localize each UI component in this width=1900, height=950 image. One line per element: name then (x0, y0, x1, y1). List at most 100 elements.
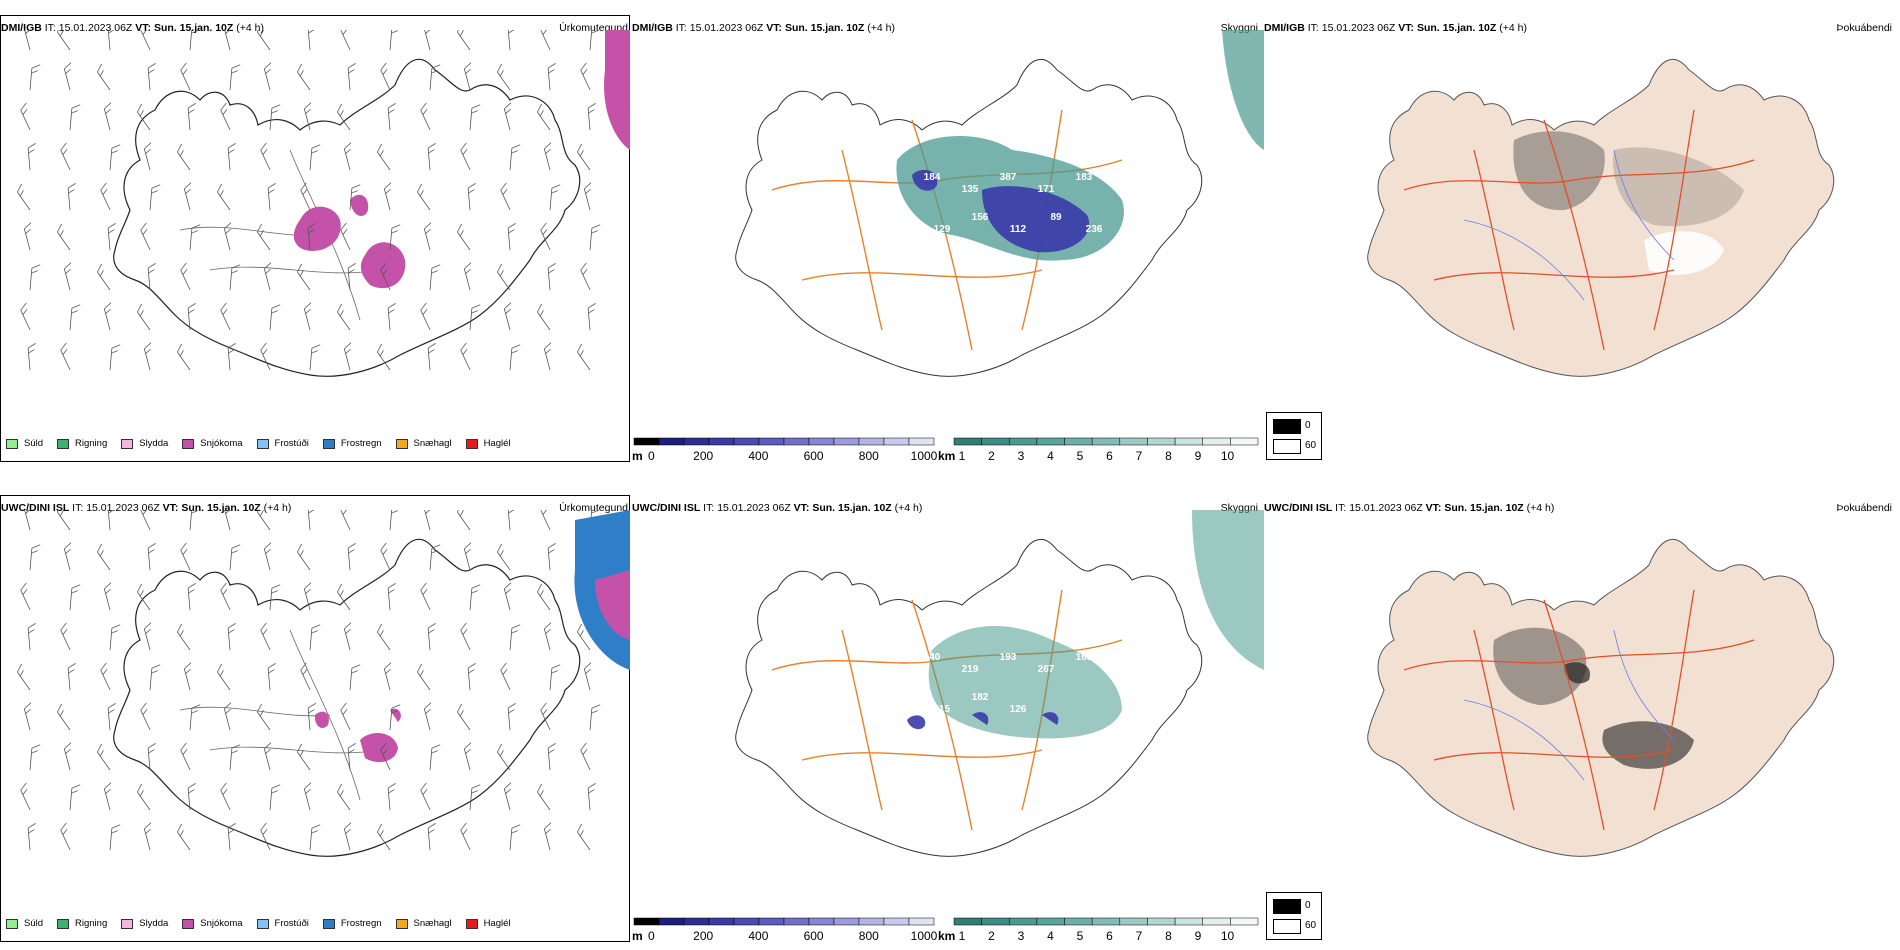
wind-barb (303, 102, 312, 131)
wind-barb (60, 622, 71, 651)
wind-barb (17, 183, 31, 211)
wind-barb (497, 543, 511, 571)
panel-header: UWC/DINI ISL IT: 15.01.2023 06Z VT: Sun.… (632, 502, 923, 514)
wind-barb (429, 544, 441, 571)
wind-barb (263, 262, 272, 291)
ceiling-tick: 200 (693, 449, 713, 463)
wind-barb (417, 183, 431, 211)
wind-barb (257, 703, 271, 731)
iceland-landmass (1367, 58, 1835, 377)
wind-barb (303, 582, 312, 611)
wind-barb (507, 223, 516, 251)
wind-barb (177, 343, 191, 371)
precip-map (17, 510, 630, 857)
wind-barb (269, 784, 281, 811)
wind-barb (137, 583, 151, 611)
ceiling-bin (658, 917, 685, 926)
wind-barb (387, 103, 396, 131)
wind-barb (549, 664, 561, 691)
wind-barb (377, 343, 391, 371)
wind-barb (427, 143, 436, 171)
wind-barb (457, 510, 471, 531)
legend-label: Snjókoma (200, 438, 243, 449)
wind-barb (187, 103, 196, 131)
wind-barb (140, 702, 151, 731)
visibility-ceiling-panel: UWC/DINI ISL IT: 15.01.2023 06Z VT: Sun.… (632, 480, 1264, 950)
ceiling-bin (708, 437, 735, 446)
wind-barb (377, 143, 391, 171)
wind-barb (543, 822, 552, 851)
wind-barb (467, 183, 476, 211)
wind-barb (109, 824, 121, 851)
wind-barb (107, 223, 116, 251)
wind-barb (307, 30, 315, 51)
visibility-bin (953, 437, 982, 446)
wind-barb (187, 783, 196, 811)
wind-barb (177, 823, 191, 851)
wind-barb (63, 542, 72, 571)
legend-swatch (121, 918, 134, 929)
visibility-map: 184 135 387 171 183 129 156 112 89 236 (735, 30, 1264, 377)
fog-swatch-low (1273, 439, 1301, 454)
wind-barb (380, 62, 391, 91)
wind-barb (587, 783, 596, 811)
wind-barb (429, 264, 441, 291)
legend-item: Slydda (121, 918, 168, 929)
legend-label: Slydda (139, 438, 169, 449)
ceiling-bin (808, 437, 835, 446)
wind-barb (63, 62, 72, 91)
wind-barb (69, 784, 81, 811)
legend-label: Frostúði (274, 918, 309, 929)
wind-barb (380, 742, 391, 771)
legend-item: Frostregn (322, 438, 382, 449)
wind-barb (427, 823, 436, 851)
visibility-bin (953, 917, 982, 926)
wind-barb (67, 663, 76, 691)
wind-barb (63, 742, 72, 771)
wind-barb (507, 510, 515, 531)
wind-barb (23, 510, 31, 531)
wind-barb (107, 510, 115, 531)
visibility-tick: 2 (988, 929, 995, 943)
ceiling-bin (758, 917, 785, 926)
fog-area (1493, 627, 1587, 705)
ceiling-bin (883, 437, 910, 446)
wind-barb (100, 662, 111, 691)
ceiling-unit: m (632, 449, 643, 463)
wind-barb (469, 304, 481, 331)
wind-barb (420, 582, 431, 611)
legend-item: Súld (6, 438, 43, 449)
visibility-tick: 4 (1047, 929, 1054, 943)
visibility-unit: km (938, 929, 955, 943)
fog-tick: 0 (1305, 900, 1311, 911)
wind-barb (60, 342, 71, 371)
wind-barb (457, 223, 471, 251)
legend-item: Slydda (121, 438, 168, 449)
wind-barb (143, 622, 152, 651)
wind-barb (220, 302, 231, 331)
wind-barb (460, 622, 471, 651)
visibility-tick: 6 (1106, 929, 1113, 943)
wind-barb (27, 623, 36, 651)
road-network (1403, 589, 1755, 831)
fog-map (1367, 538, 1835, 857)
ceiling-bin (858, 917, 885, 926)
wind-barb (463, 742, 472, 771)
iceland-coastline (113, 538, 581, 857)
ceiling-label: 193 (1000, 652, 1017, 663)
precip-legend: Súld Rigning Slydda Snjókoma Frostúði Frostre… (6, 918, 525, 929)
low-cloud-area (982, 186, 1090, 253)
wind-barb (189, 224, 201, 251)
ceiling-tick: 800 (859, 449, 879, 463)
wind-barb (349, 664, 361, 691)
wind-barb (577, 343, 591, 371)
visibility-bin (1230, 917, 1259, 926)
wind-barb (540, 702, 551, 731)
iceland-map (113, 538, 581, 857)
wind-barb (229, 264, 241, 291)
legend-swatch (182, 438, 195, 449)
legend-swatch (6, 438, 18, 449)
wind-barb (547, 743, 556, 771)
iceland-landmass (1367, 538, 1835, 857)
wind-barb (223, 222, 232, 251)
